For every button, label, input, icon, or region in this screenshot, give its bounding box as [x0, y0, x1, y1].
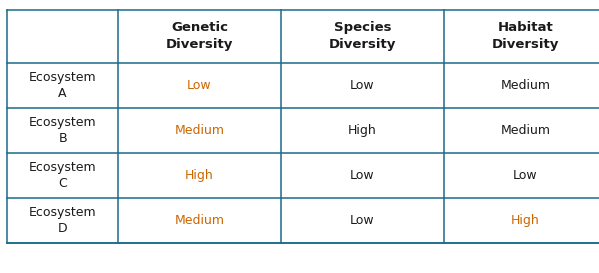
Text: Ecosystem
D: Ecosystem D	[29, 206, 96, 235]
Text: Medium: Medium	[174, 124, 225, 137]
Text: Medium: Medium	[174, 214, 225, 227]
Text: Species
Diversity: Species Diversity	[329, 21, 396, 51]
Text: Low: Low	[350, 79, 375, 92]
Text: Medium: Medium	[500, 124, 550, 137]
Text: High: High	[185, 169, 214, 182]
Text: Ecosystem
C: Ecosystem C	[29, 161, 96, 190]
Text: Medium: Medium	[500, 79, 550, 92]
Text: High: High	[511, 214, 540, 227]
Text: Low: Low	[187, 79, 212, 92]
Text: Genetic
Diversity: Genetic Diversity	[166, 21, 233, 51]
Text: Low: Low	[350, 169, 375, 182]
Text: Low: Low	[350, 214, 375, 227]
Text: Low: Low	[513, 169, 538, 182]
Bar	[7, 10, 599, 243]
Text: Ecosystem
A: Ecosystem A	[29, 71, 96, 100]
Text: High: High	[348, 124, 377, 137]
Text: Habitat
Diversity: Habitat Diversity	[492, 21, 559, 51]
Text: Ecosystem
B: Ecosystem B	[29, 116, 96, 145]
